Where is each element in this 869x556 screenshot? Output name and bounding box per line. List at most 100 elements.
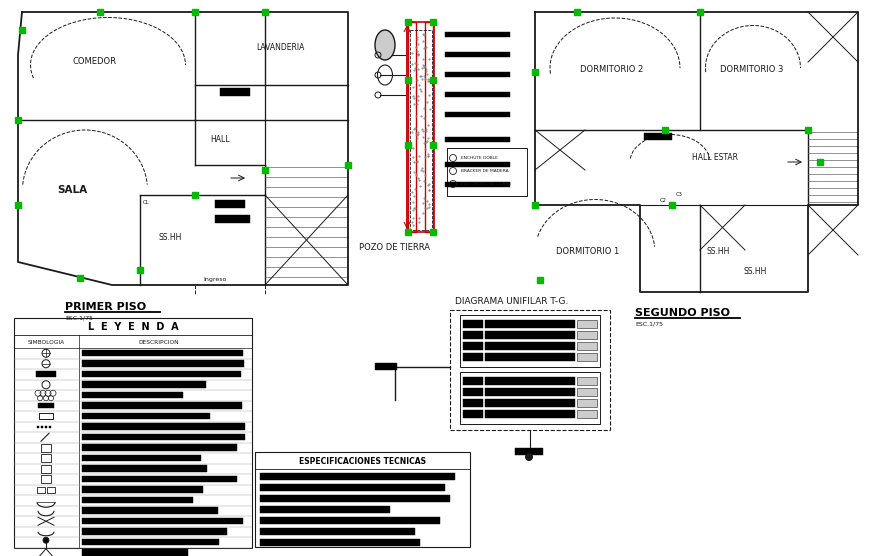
Bar	[462, 331, 482, 339]
Bar	[82, 444, 237, 450]
Bar	[462, 377, 482, 385]
Bar	[37, 426, 39, 428]
Bar	[260, 528, 415, 535]
Bar	[82, 350, 242, 356]
Bar	[484, 320, 574, 328]
Bar	[260, 506, 389, 513]
Bar	[82, 528, 227, 534]
Bar	[576, 331, 596, 339]
Bar	[444, 32, 509, 37]
Bar	[49, 426, 51, 428]
Bar	[462, 353, 482, 361]
Bar	[409, 30, 432, 230]
Bar	[576, 388, 596, 396]
Bar	[462, 399, 482, 407]
Bar	[576, 353, 596, 361]
Bar	[215, 200, 245, 208]
Bar	[82, 518, 242, 524]
Bar	[576, 320, 596, 328]
Bar	[576, 399, 596, 407]
Bar	[260, 517, 440, 524]
Bar	[444, 52, 509, 57]
Bar	[460, 315, 600, 367]
Bar	[45, 426, 47, 428]
Text: SS.HH: SS.HH	[742, 267, 766, 276]
Text: PRIMER PISO: PRIMER PISO	[65, 302, 146, 312]
Bar	[447, 148, 527, 196]
Bar	[82, 475, 237, 482]
Bar	[47, 486, 55, 493]
Bar	[82, 360, 243, 366]
Bar	[576, 342, 596, 350]
Bar	[484, 399, 574, 407]
Bar	[41, 444, 51, 451]
Text: HALL ESTAR: HALL ESTAR	[691, 153, 737, 162]
Bar	[484, 342, 574, 350]
Bar	[484, 331, 574, 339]
Text: SEGUNDO PISO: SEGUNDO PISO	[634, 308, 729, 318]
Text: SALA: SALA	[56, 185, 87, 195]
Bar	[462, 388, 482, 396]
Text: CL: CL	[143, 200, 149, 205]
Bar	[82, 370, 242, 377]
Bar	[82, 486, 202, 493]
Bar	[41, 475, 51, 483]
Text: SS.HH: SS.HH	[706, 247, 729, 256]
Bar	[408, 22, 415, 232]
Text: ENCHUTE DOBLE: ENCHUTE DOBLE	[461, 156, 497, 160]
Text: DESCRIPCION: DESCRIPCION	[138, 340, 179, 345]
Bar	[576, 410, 596, 418]
Bar	[444, 92, 509, 97]
Bar	[37, 486, 45, 493]
Circle shape	[43, 537, 49, 543]
Bar	[484, 353, 574, 361]
Bar	[444, 72, 509, 77]
Bar	[82, 413, 209, 419]
Bar	[82, 423, 244, 429]
Bar	[375, 363, 396, 370]
Bar	[14, 318, 252, 548]
Bar	[82, 434, 244, 440]
Bar	[444, 162, 509, 167]
Text: C2: C2	[660, 197, 667, 202]
Text: DORMITORIO 2: DORMITORIO 2	[580, 66, 643, 75]
Bar	[82, 402, 242, 409]
Bar	[41, 426, 43, 428]
Bar	[82, 507, 218, 514]
Circle shape	[525, 454, 532, 460]
Bar	[449, 310, 609, 430]
Bar	[462, 342, 482, 350]
Bar	[462, 410, 482, 418]
Bar	[82, 549, 188, 555]
Text: DORMITORIO 3: DORMITORIO 3	[720, 66, 783, 75]
Bar	[36, 371, 56, 378]
Bar	[260, 473, 454, 480]
Bar	[260, 539, 420, 546]
Bar	[82, 381, 206, 388]
Text: ESPECIFICACIONES TECNICAS: ESPECIFICACIONES TECNICAS	[299, 456, 426, 465]
Bar	[425, 22, 433, 232]
Text: LAVANDERIA: LAVANDERIA	[255, 43, 304, 52]
Bar	[38, 403, 54, 408]
Bar	[460, 372, 600, 424]
Bar	[462, 320, 482, 328]
Bar	[41, 465, 51, 473]
Bar	[255, 452, 469, 547]
Bar	[444, 112, 509, 117]
Text: C3: C3	[675, 191, 682, 196]
Text: DORMITORIO 1: DORMITORIO 1	[556, 247, 619, 256]
Text: POZO DE TIERRA: POZO DE TIERRA	[359, 244, 430, 252]
Bar	[220, 88, 249, 96]
Bar	[643, 133, 671, 140]
Text: DIAGRAMA UNIFILAR T-G.: DIAGRAMA UNIFILAR T-G.	[454, 297, 567, 306]
Text: HALL: HALL	[210, 136, 229, 145]
Bar	[484, 388, 574, 396]
Bar	[82, 497, 193, 503]
Bar	[215, 215, 249, 223]
Text: ESC.1/75: ESC.1/75	[634, 322, 662, 327]
Text: ELECTRODO DE COBRE: ELECTRODO DE COBRE	[461, 182, 511, 186]
Bar	[260, 484, 444, 491]
Bar	[444, 182, 509, 187]
Bar	[484, 377, 574, 385]
Bar	[260, 495, 449, 502]
